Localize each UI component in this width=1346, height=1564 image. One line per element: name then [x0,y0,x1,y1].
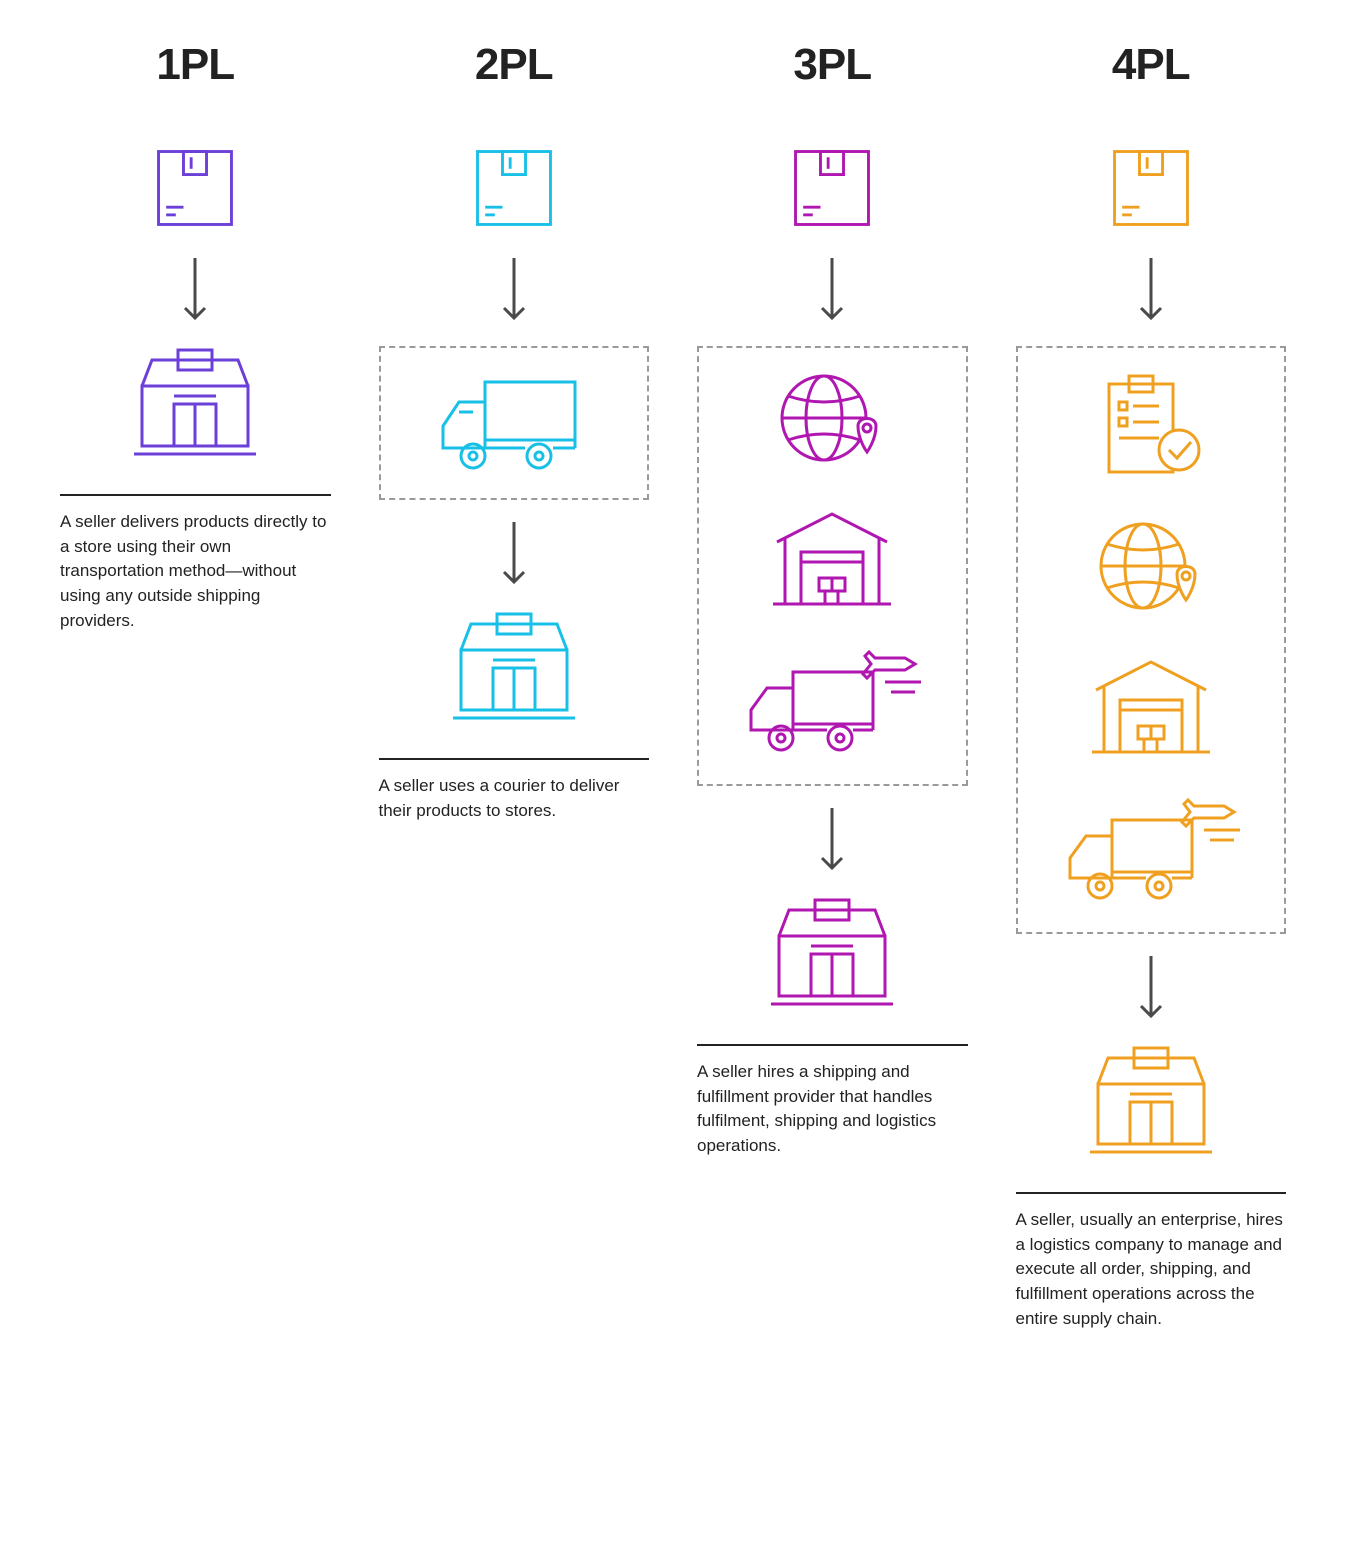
store-icon [449,610,579,730]
truck-icon [429,368,599,478]
column-2pl: 2PL [379,40,650,1331]
store-icon [1086,1044,1216,1164]
provider-group [697,346,968,786]
column-description: A seller hires a shipping and fulfillmen… [697,1060,968,1159]
clipboard-check-icon [1091,368,1211,488]
truck-plane-icon [1056,792,1246,912]
infographic-grid: 1PL A seller delivers products directly … [60,40,1286,1331]
column-title: 1PL [156,40,234,90]
box-icon [466,140,562,236]
column-description: A seller, usually an enterprise, hires a… [1016,1208,1287,1331]
arrow-down-icon [1136,954,1166,1024]
provider-group [379,346,650,500]
column-title: 4PL [1112,40,1190,90]
box-icon [1103,140,1199,236]
column-description: A seller delivers products directly to a… [60,510,331,633]
store-icon [767,896,897,1016]
warehouse-icon [1086,654,1216,764]
arrow-down-icon [499,520,529,590]
column-description: A seller uses a courier to deliver their… [379,774,650,823]
divider [60,494,331,496]
arrow-down-icon [817,806,847,876]
column-title: 3PL [793,40,871,90]
warehouse-icon [767,506,897,616]
column-4pl: 4PL [1016,40,1287,1331]
arrow-down-icon [499,256,529,326]
arrow-down-icon [1136,256,1166,326]
column-title: 2PL [475,40,553,90]
globe-pin-icon [772,368,892,478]
globe-pin-icon [1091,516,1211,626]
box-icon [147,140,243,236]
box-icon [784,140,880,236]
divider [379,758,650,760]
arrow-down-icon [817,256,847,326]
arrow-down-icon [180,256,210,326]
store-icon [130,346,260,466]
divider [1016,1192,1287,1194]
column-3pl: 3PL [697,40,968,1331]
column-1pl: 1PL A seller delivers products directly … [60,40,331,1331]
provider-group [1016,346,1287,934]
truck-plane-icon [737,644,927,764]
divider [697,1044,968,1046]
